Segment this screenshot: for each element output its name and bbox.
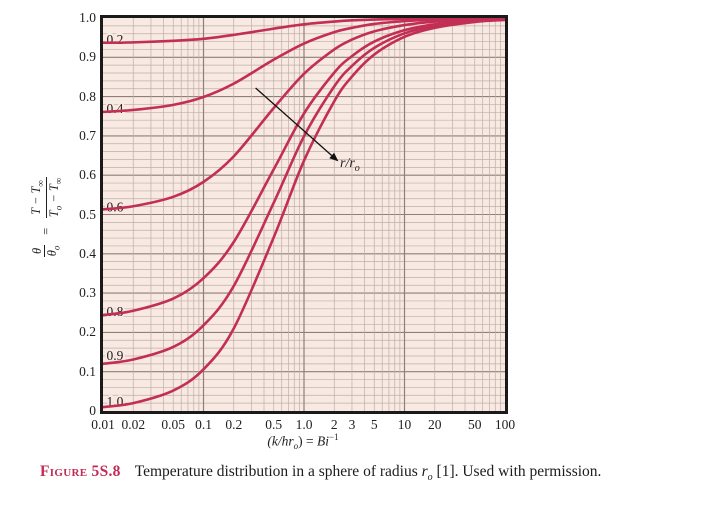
y-tick-label: 0.5 [79,206,96,222]
y-tick-label: 0.2 [79,324,96,340]
annotation-arrow-line [255,87,333,156]
temperature-fraction: T − T∞ To − T∞ [28,175,64,221]
plot-canvas: 0.20.40.60.80.91.0 [100,15,508,414]
curve-r-ratio-0.8 [101,17,507,317]
curve-r-ratio-0.4 [101,17,507,114]
y-tick-label: 0.7 [79,127,96,143]
x-tick-label: 2 [330,417,338,432]
x-tick-label: 0.5 [265,417,283,432]
y-tick-label: 0 [89,403,96,418]
x-tick-label: 0.1 [195,417,212,432]
y-tick-label: 1.0 [79,10,96,25]
x-tick-label: 0.02 [121,417,146,432]
x-tick-label: 20 [428,417,442,432]
figure-number-label: Figure 5S.8 [40,463,121,480]
x-tick-label: 50 [467,417,482,432]
annotation-arrow-head [329,152,339,162]
y-tick-label: 0.6 [79,167,96,183]
x-tick-label: 100 [494,417,516,432]
x-tick-label: 1.0 [295,417,313,432]
x-tick-label: 0.05 [161,417,186,432]
curve-r-ratio-1.0 [101,18,507,409]
temperature-denominator: To − T∞ [46,177,64,218]
plot-border [100,15,508,414]
x-tick-label: 3 [348,417,356,432]
curve-r-ratio-0.9 [101,18,507,366]
curve-r-ratio-0.6 [101,17,507,211]
figure-caption: Figure 5S.8 Temperature distribution in a… [40,463,708,483]
temperature-numerator: T − T∞ [28,177,47,218]
curve-label-0.9: 0.9 [107,348,124,363]
x-axis-label: (k/hro) = Bi−1 [267,432,339,452]
y-tick-label: 0.8 [79,88,96,104]
curve-label-0.2: 0.2 [107,32,124,47]
y-axis-label: θ θo = T − T∞ To − T∞ [24,137,68,297]
x-tick-label: 0.2 [225,417,243,432]
y-tick-label: 0.4 [79,245,96,261]
caption-text: Temperature distribution in a sphere of … [134,463,602,484]
y-tick-label: 0.3 [79,285,96,301]
theta-numerator: θ [29,244,46,258]
curve-label-0.4: 0.4 [107,101,124,116]
x-tick-label: 10 [397,417,412,432]
curve-label-0.6: 0.6 [107,199,124,214]
x-tick-label: 0.01 [91,417,115,432]
equals-sign: = [38,227,53,236]
radius-ratio-annotation: r/ro [340,156,360,174]
y-tick-label: 0.9 [79,49,96,65]
y-tick-label: 0.1 [79,363,96,379]
theta-denominator: θo [45,245,62,257]
theta-fraction: θ θo [29,243,62,260]
x-tick-label: 5 [370,417,378,432]
